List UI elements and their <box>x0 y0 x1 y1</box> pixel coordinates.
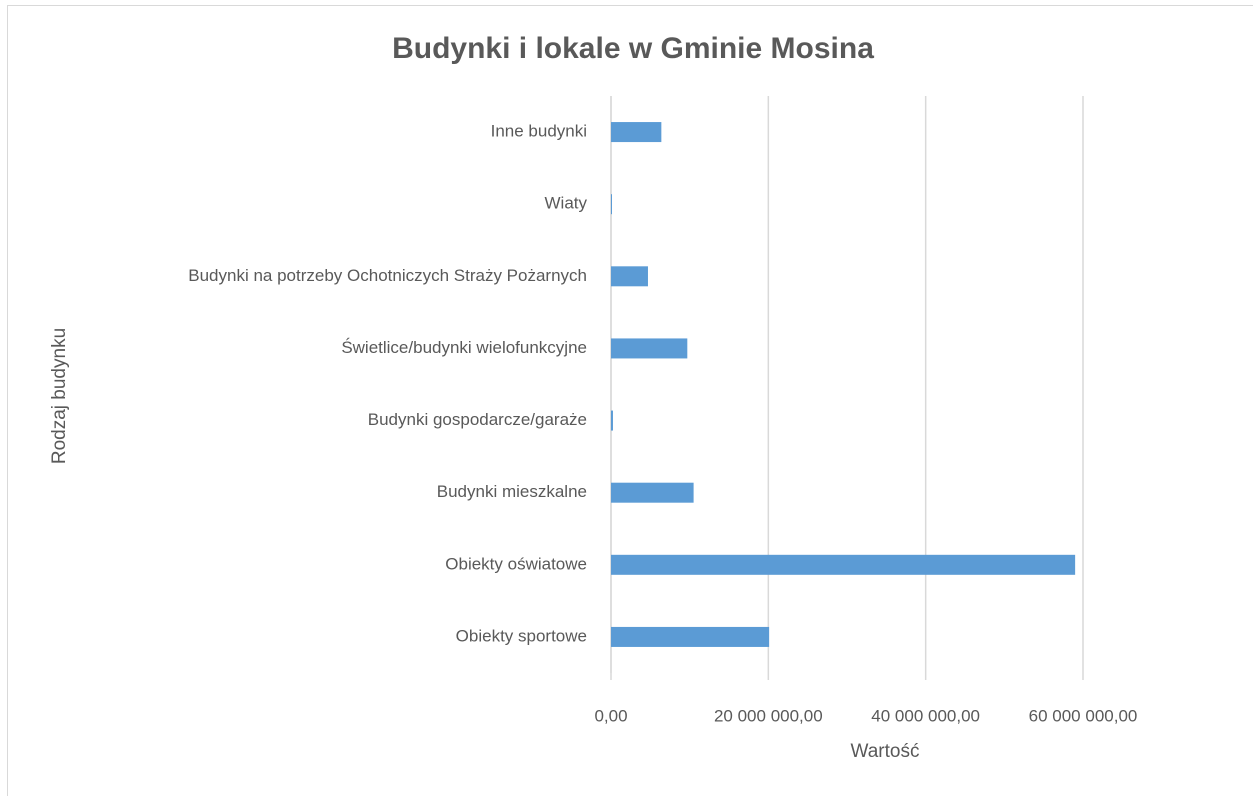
bar <box>611 626 770 647</box>
bar <box>611 482 694 503</box>
bar <box>611 122 662 143</box>
x-tick-label: 60 000 000,00 <box>1029 706 1138 725</box>
bar <box>611 194 612 215</box>
y-tick-label: Świetlice/budynki wielofunkcyjne <box>341 338 587 357</box>
bar <box>611 266 648 287</box>
y-tick-label: Budynki na potrzeby Ochotniczych Straży … <box>188 266 587 285</box>
x-tick-label: 20 000 000,00 <box>714 706 823 725</box>
bar <box>611 554 1076 575</box>
y-tick-label: Obiekty oświatowe <box>445 554 587 573</box>
bar <box>611 410 613 431</box>
x-tick-label: 0,00 <box>594 706 627 725</box>
bar <box>611 338 688 359</box>
y-tick-label: Obiekty sportowe <box>456 626 587 645</box>
y-tick-label: Inne budynki <box>491 122 587 141</box>
y-tick-label: Budynki gospodarcze/garaże <box>368 410 587 429</box>
y-axis-title: Rodzaj budynku <box>49 328 70 464</box>
x-axis-title: Wartość <box>851 741 920 762</box>
y-tick-label: Budynki mieszkalne <box>437 482 587 501</box>
x-tick-label: 40 000 000,00 <box>871 706 980 725</box>
chart-title: Budynki i lokale w Gminie Mosina <box>392 32 874 65</box>
y-tick-label: Wiaty <box>545 194 588 213</box>
